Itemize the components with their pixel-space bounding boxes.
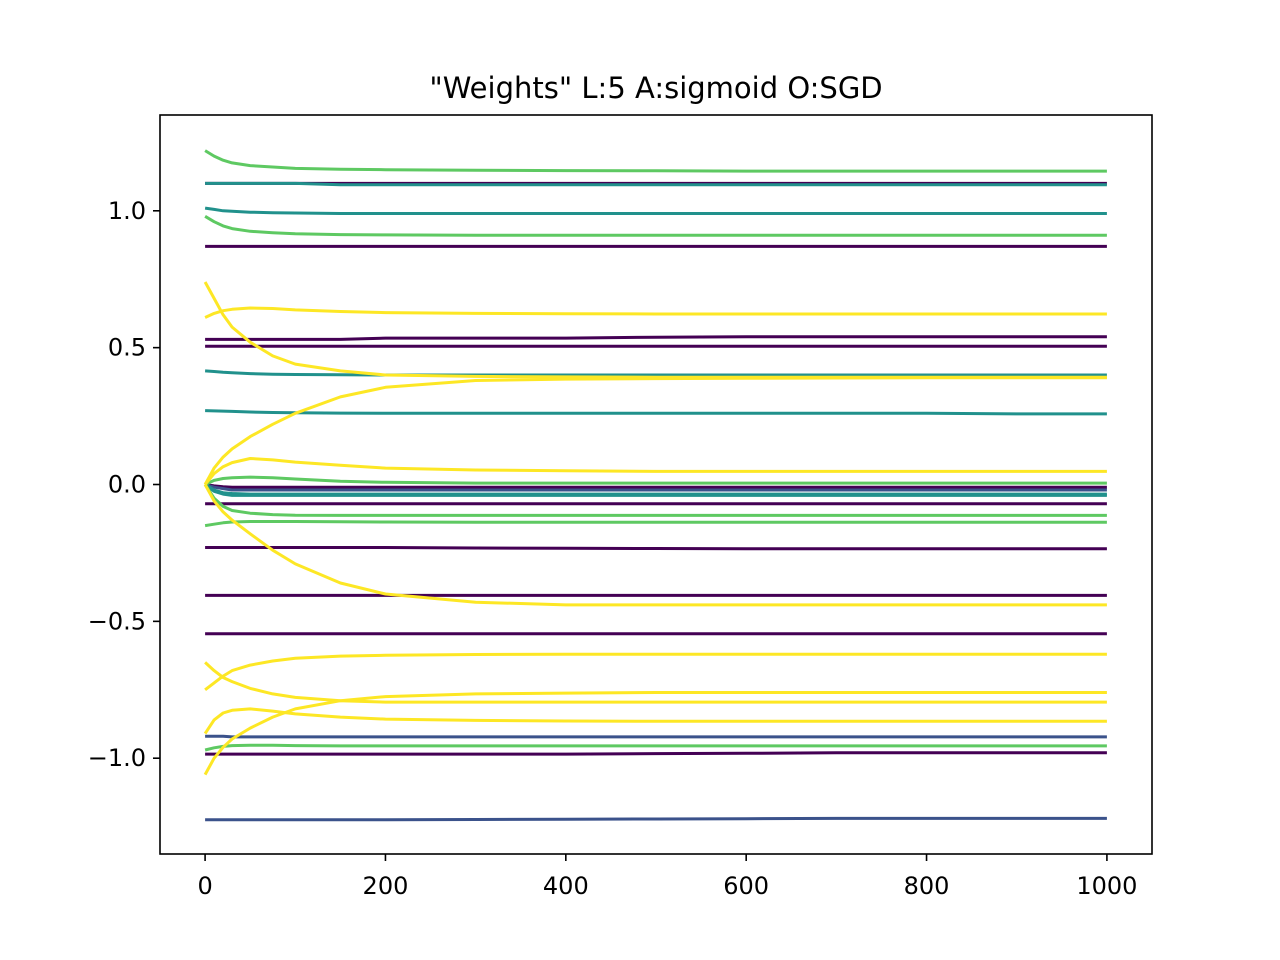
series-line-26 — [204, 306, 1107, 319]
series-layer — [203, 149, 1107, 822]
axes-layer: 0 200 400 600 800 1000 1.0 0.5 0.0 −0.5 −1.0 — [88, 114, 1153, 900]
x-tick-label: 0 — [197, 872, 212, 900]
series-line-7 — [205, 546, 1107, 551]
series-line-15 — [204, 206, 1107, 215]
series-line-5 — [204, 483, 1107, 489]
x-tick-label: 800 — [904, 872, 950, 900]
series-line-3 — [205, 335, 1107, 341]
x-tick-label: 1000 — [1076, 872, 1137, 900]
series-line-30 — [203, 483, 1107, 607]
series-line-23 — [203, 483, 1107, 517]
series-line-33 — [203, 707, 1107, 735]
series-line-28 — [203, 376, 1107, 486]
x-tick-label: 400 — [543, 872, 589, 900]
series-line-13 — [204, 483, 1107, 492]
x-tick-label: 600 — [723, 872, 769, 900]
series-line-31 — [204, 661, 1107, 704]
series-line-14 — [205, 181, 1107, 187]
x-tick-label: 200 — [363, 872, 409, 900]
y-tick-label: −0.5 — [88, 607, 146, 635]
series-line-34 — [203, 691, 1107, 776]
y-tick-label: 1.0 — [108, 197, 146, 225]
series-line-29 — [203, 457, 1107, 486]
series-line-11 — [205, 734, 1107, 739]
series-line-10 — [205, 751, 1107, 756]
series-line-21 — [204, 215, 1107, 237]
series-line-20 — [204, 149, 1107, 173]
series-line-24 — [204, 520, 1107, 528]
series-line-19 — [204, 483, 1107, 497]
series-line-22 — [204, 475, 1107, 486]
series-line-25 — [204, 743, 1107, 752]
series-line-32 — [204, 652, 1107, 691]
chart-title: "Weights" L:5 A:sigmoid O:SGD — [429, 71, 882, 105]
y-tick-label: −1.0 — [88, 744, 146, 772]
series-line-17 — [205, 409, 1107, 416]
series-line-12 — [205, 816, 1107, 822]
y-tick-label: 0.5 — [108, 334, 146, 362]
y-tick-label: 0.0 — [108, 471, 146, 499]
